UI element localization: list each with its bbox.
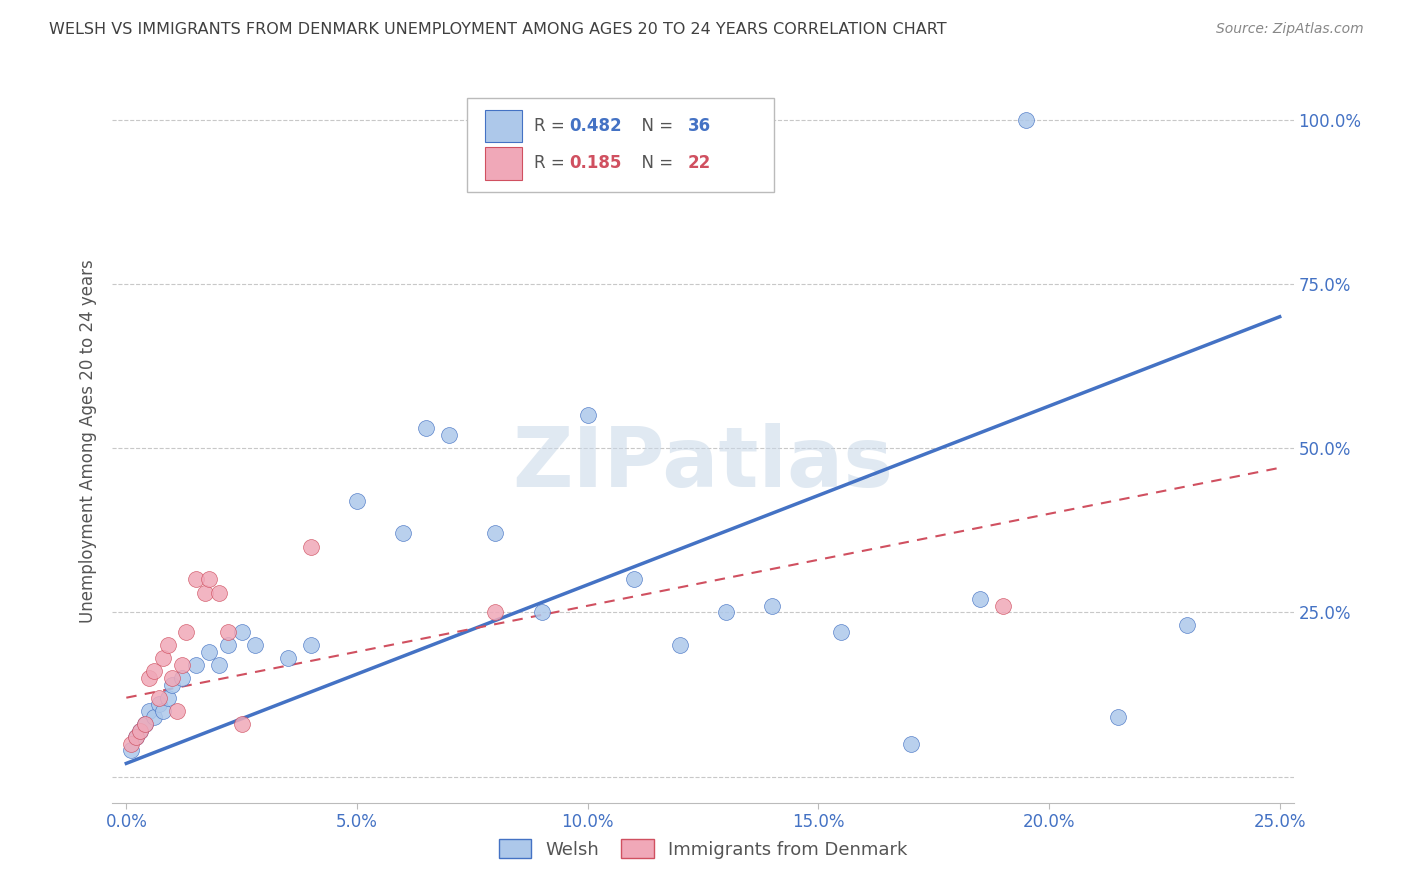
Point: [207, 585, 229, 599]
Point: [991, 599, 1014, 613]
Point: [346, 493, 368, 508]
Point: [1177, 618, 1199, 632]
Point: [623, 573, 645, 587]
Y-axis label: Unemployment Among Ages 20 to 24 years: Unemployment Among Ages 20 to 24 years: [79, 260, 97, 624]
Point: [143, 710, 166, 724]
Point: [415, 421, 437, 435]
Point: [439, 428, 461, 442]
Text: ZIPatlas: ZIPatlas: [513, 423, 893, 504]
Text: N =: N =: [631, 154, 678, 172]
Bar: [485, 147, 522, 179]
Point: [198, 645, 221, 659]
Point: [138, 671, 160, 685]
Point: [484, 526, 506, 541]
Point: [231, 717, 253, 731]
Point: [174, 625, 197, 640]
Text: 0.482: 0.482: [569, 117, 623, 135]
Point: [156, 690, 179, 705]
Point: [198, 573, 221, 587]
Text: Source: ZipAtlas.com: Source: ZipAtlas.com: [1216, 22, 1364, 37]
Point: [714, 605, 737, 619]
Point: [207, 657, 229, 672]
Point: [162, 671, 184, 685]
Text: WELSH VS IMMIGRANTS FROM DENMARK UNEMPLOYMENT AMONG AGES 20 TO 24 YEARS CORRELAT: WELSH VS IMMIGRANTS FROM DENMARK UNEMPLO…: [49, 22, 946, 37]
Point: [120, 737, 142, 751]
Point: [148, 698, 170, 712]
Point: [162, 677, 184, 691]
Point: [156, 638, 179, 652]
Point: [392, 526, 415, 541]
Point: [669, 638, 692, 652]
Legend: Welsh, Immigrants from Denmark: Welsh, Immigrants from Denmark: [492, 832, 914, 866]
Point: [231, 625, 253, 640]
Point: [152, 704, 174, 718]
Point: [124, 730, 146, 744]
Point: [969, 592, 991, 607]
Point: [299, 638, 322, 652]
Point: [1015, 112, 1038, 127]
Point: [138, 704, 160, 718]
Point: [124, 730, 146, 744]
Point: [484, 605, 506, 619]
Text: N =: N =: [631, 117, 678, 135]
Point: [134, 717, 156, 731]
Point: [120, 743, 142, 757]
Point: [170, 657, 193, 672]
Point: [184, 657, 207, 672]
Text: 36: 36: [688, 117, 711, 135]
Point: [143, 665, 166, 679]
Point: [184, 573, 207, 587]
Text: 22: 22: [688, 154, 711, 172]
Point: [152, 651, 174, 665]
Text: R =: R =: [534, 154, 569, 172]
Point: [194, 585, 217, 599]
Point: [166, 704, 188, 718]
Point: [245, 638, 267, 652]
Point: [900, 737, 922, 751]
FancyBboxPatch shape: [467, 98, 773, 193]
Text: 0.185: 0.185: [569, 154, 621, 172]
Point: [277, 651, 299, 665]
Point: [299, 540, 322, 554]
Point: [170, 671, 193, 685]
Point: [1107, 710, 1129, 724]
Point: [830, 625, 852, 640]
Point: [134, 717, 156, 731]
Bar: [485, 110, 522, 142]
Point: [148, 690, 170, 705]
Point: [576, 409, 599, 423]
Point: [217, 625, 239, 640]
Point: [530, 605, 553, 619]
Text: R =: R =: [534, 117, 569, 135]
Point: [129, 723, 152, 738]
Point: [129, 723, 152, 738]
Point: [217, 638, 239, 652]
Point: [761, 599, 783, 613]
